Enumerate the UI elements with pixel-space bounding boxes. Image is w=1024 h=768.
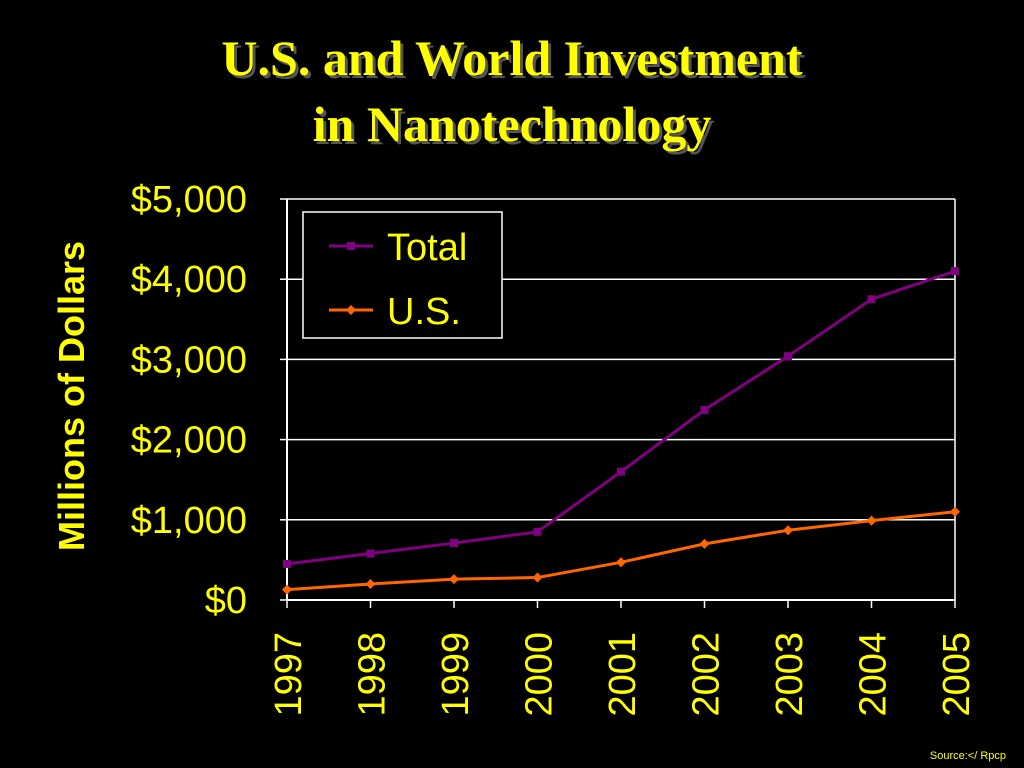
series-1-point-3	[532, 572, 543, 583]
x-tick-label-2: 1999	[435, 632, 477, 717]
slide-title-line-2: in Nanotechnology	[312, 96, 712, 152]
series-1	[282, 506, 960, 595]
x-tick-labels: 1997 1998 1999 2000 2001 2002 2003 2004 2005	[268, 632, 978, 717]
x-tick-label-0: 1997	[268, 632, 310, 717]
y-tick-label-4: $4,000	[131, 259, 247, 301]
series-0-point-3	[533, 527, 542, 536]
series-0-point-1	[366, 549, 375, 558]
series-0-point-5	[700, 405, 709, 414]
series-1-point-6	[783, 525, 793, 536]
y-tick-label-1: $1,000	[131, 500, 247, 542]
legend-marker-0	[347, 242, 355, 250]
series	[282, 267, 960, 595]
axes	[280, 198, 956, 608]
y-tick-label-5: $5,000	[131, 179, 247, 221]
series-1-point-1	[365, 578, 376, 589]
series-1-point-0	[282, 584, 292, 595]
series-1-point-5	[699, 538, 710, 549]
series-1-point-4	[616, 557, 626, 568]
x-tick-label-4: 2001	[602, 632, 644, 717]
legend-label-0: Total	[387, 227, 467, 269]
series-1-point-7	[866, 515, 877, 526]
x-tick-label-6: 2003	[769, 632, 811, 717]
series-0	[283, 267, 959, 568]
y-tick-label-2: $2,000	[131, 420, 247, 462]
x-tick-label-3: 2000	[519, 632, 561, 717]
legend: Total U.S.	[302, 211, 503, 339]
x-tick-label-1: 1998	[352, 632, 394, 717]
y-tick-label-3: $3,000	[131, 339, 247, 381]
x-tick-label-8: 2005	[936, 632, 978, 717]
slide-title-line-1: U.S. and World Investment	[221, 30, 803, 86]
legend-marker-1	[346, 305, 356, 315]
y-tick-label-0: $0	[205, 580, 247, 622]
x-tick-label-5: 2002	[686, 632, 728, 717]
y-tick-labels: $0 $1,000 $2,000 $3,000 $4,000 $5,000	[131, 179, 247, 622]
x-tick-label-7: 2004	[853, 632, 895, 717]
legend-box	[302, 211, 503, 339]
series-0-point-2	[450, 539, 458, 548]
series-0-point-4	[617, 467, 625, 476]
series-0-point-8	[951, 267, 959, 276]
series-0-point-0	[283, 559, 291, 568]
series-0-point-7	[867, 295, 876, 304]
series-1-point-2	[449, 574, 459, 585]
legend-label-1: U.S.	[387, 291, 461, 333]
source-note: Source:</ Rpcp	[929, 750, 1006, 762]
series-1-point-8	[950, 506, 960, 517]
series-0-point-6	[784, 352, 792, 361]
